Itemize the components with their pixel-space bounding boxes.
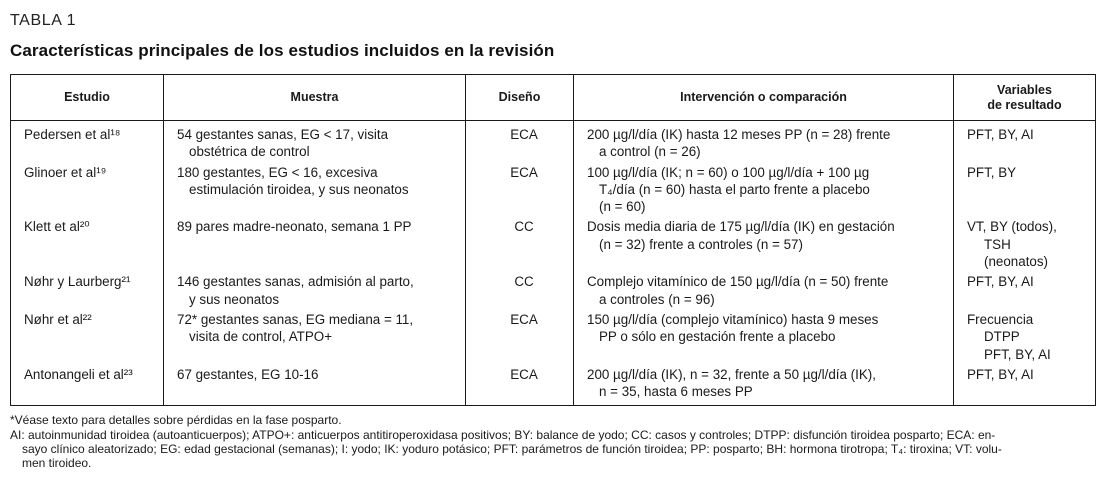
study-outcome-variables: PFT, BY, AI <box>953 271 1096 309</box>
column-header-variables: Variables de resultado <box>953 74 1096 121</box>
studies-table: Estudio Muestra Diseño Intervención o co… <box>10 74 1096 407</box>
study-intervention: Complejo vitamínico de 150 µg/l/día (n =… <box>573 271 954 309</box>
study-intervention: 100 µg/l/día (IK; n = 60) o 100 µg/l/día… <box>573 161 954 217</box>
table-row: Pedersen et al¹⁸ 54 gestantes sanas, EG … <box>11 120 1096 162</box>
study-intervention: 200 µg/l/día (IK), n = 32, frente a 50 µ… <box>573 363 954 406</box>
study-sample: 54 gestantes sanas, EG < 17, visita obsté… <box>163 120 466 162</box>
study-outcome-variables: VT, BY (todos), TSH (neonatos) <box>953 216 1096 272</box>
study-design: ECA <box>465 363 574 406</box>
study-design: ECA <box>465 308 574 364</box>
study-intervention: 200 µg/l/día (IK) hasta 12 meses PP (n =… <box>573 120 954 162</box>
study-intervention: 150 µg/l/día (complejo vitamínico) hasta… <box>573 308 954 364</box>
study-sample: 180 gestantes, EG < 16, excesiva estimula… <box>163 161 466 217</box>
study-name: Nøhr y Laurberg²¹ <box>24 274 131 290</box>
footnote-abbreviations: AI: autoinmunidad tiroidea (autoanticuer… <box>10 427 1002 471</box>
study-intervention: Dosis media diaria de 175 µg/l/día (IK) … <box>573 216 954 272</box>
study-outcome-variables: PFT, BY, AI <box>953 363 1096 406</box>
header-row: Estudio Muestra Diseño Intervención o co… <box>10 74 1096 121</box>
study-sample: 67 gestantes, EG 10-16 <box>163 363 466 406</box>
study-outcome-variables: PFT, BY, AI <box>953 120 1096 162</box>
study-name: Antonangeli et al²³ <box>24 366 133 382</box>
study-design: CC <box>465 271 574 309</box>
study-name: Klett et al²⁰ <box>24 219 90 235</box>
footnote-asterisk: *Véase texto para detalles sobre pérdida… <box>10 413 342 428</box>
column-header-diseno: Diseño <box>465 74 574 121</box>
table-row: Antonangeli et al²³ 67 gestantes, EG 10-… <box>11 363 1096 406</box>
study-name: Pedersen et al¹⁸ <box>24 127 121 142</box>
study-sample: 89 pares madre-neonato, semana 1 PP <box>163 216 466 272</box>
table-header: Estudio Muestra Diseño Intervención o co… <box>10 74 1096 121</box>
table-body: Pedersen et al¹⁸ 54 gestantes sanas, EG … <box>11 120 1096 406</box>
table-row: Nøhr y Laurberg²¹ 146 gestantes sanas, a… <box>11 271 1096 309</box>
study-design: CC <box>465 216 574 272</box>
study-sample: 146 gestantes sanas, admisión al parto, y… <box>163 271 466 309</box>
study-outcome-variables: PFT, BY <box>953 161 1096 217</box>
column-header-estudio: Estudio <box>10 74 164 121</box>
study-outcome-variables: Frecuencia DTPP PFT, BY, AI <box>953 308 1096 364</box>
study-name: Nøhr et al²² <box>24 311 92 327</box>
study-design: ECA <box>465 120 574 162</box>
column-header-muestra: Muestra <box>163 74 466 121</box>
table-label: TABLA 1 <box>10 12 77 29</box>
study-design: ECA <box>465 161 574 217</box>
table-row: Klett et al²⁰ 89 pares madre-neonato, se… <box>11 216 1096 272</box>
table-row: Nøhr et al²² 72* gestantes sanas, EG med… <box>11 308 1096 364</box>
study-name: Glinoer et al¹⁹ <box>24 164 107 180</box>
table-row: Glinoer et al¹⁹ 180 gestantes, EG < 16, … <box>11 161 1096 217</box>
column-header-intervencion: Intervención o comparación <box>573 74 954 121</box>
footnotes: *Véase texto para detalles sobre pérdida… <box>10 413 1095 470</box>
page-title: Características principales de los estud… <box>10 41 555 60</box>
study-sample: 72* gestantes sanas, EG mediana = 11, vis… <box>163 308 466 364</box>
